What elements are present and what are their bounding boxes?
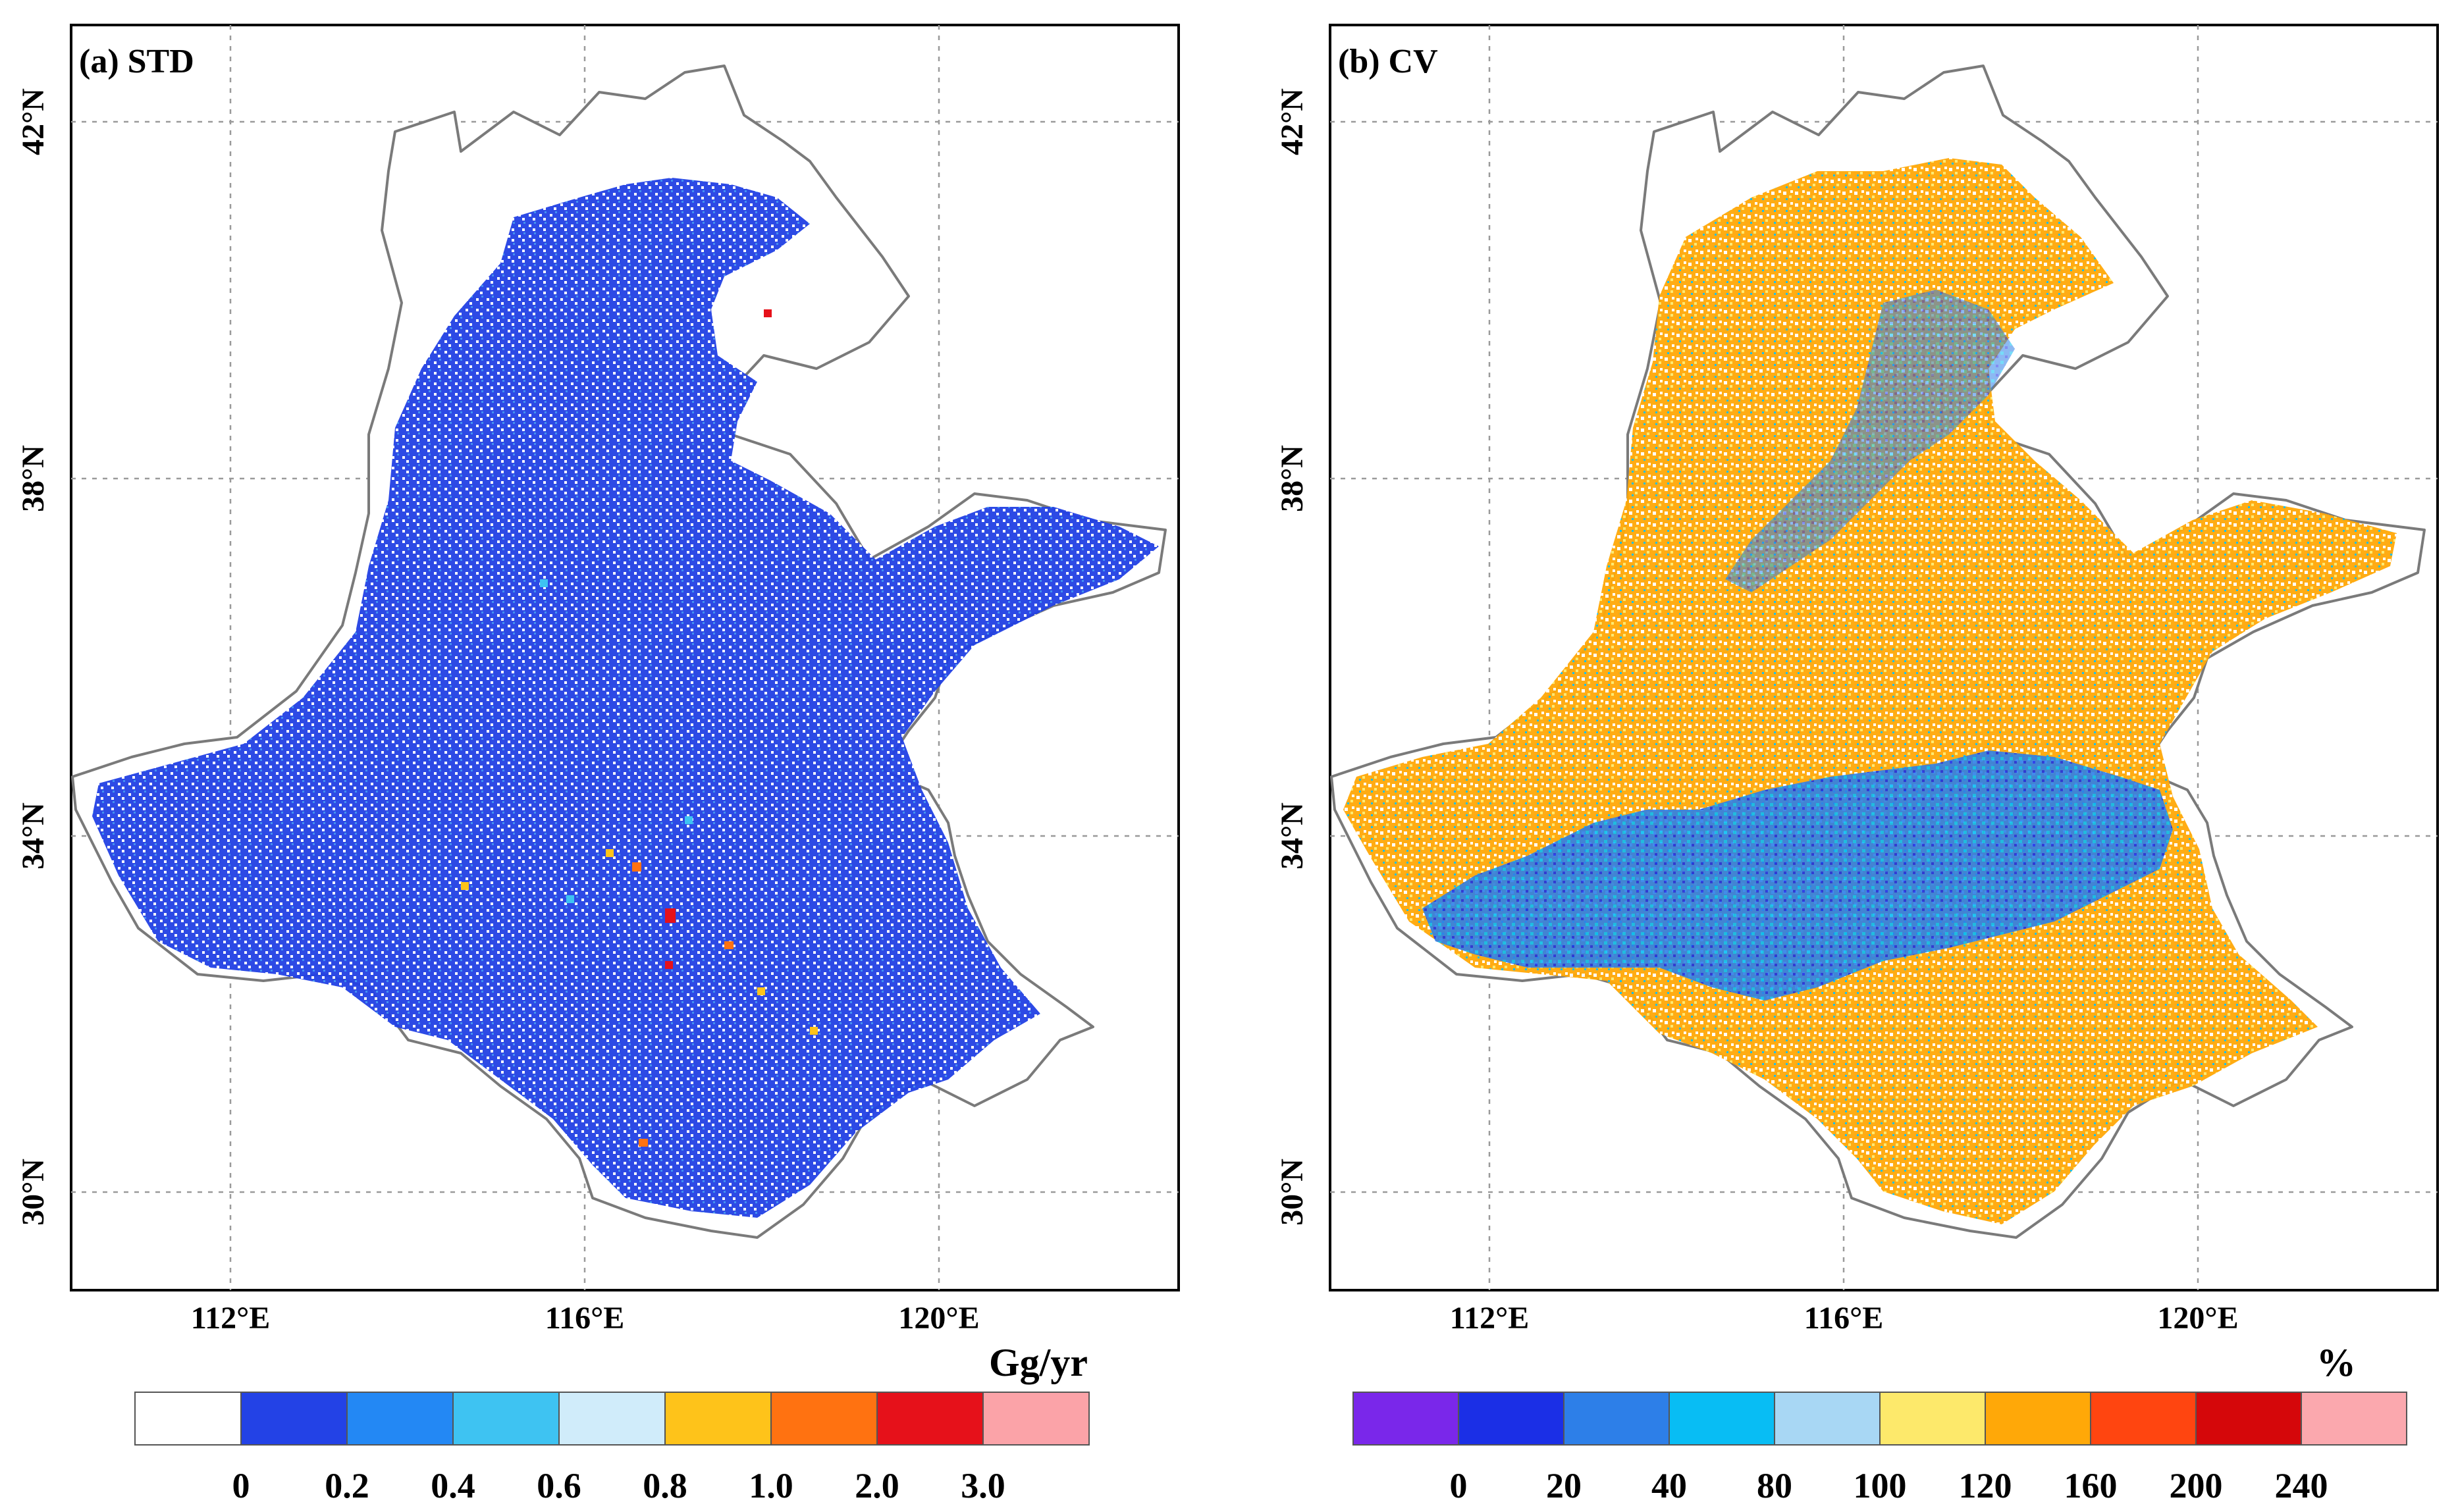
colorbar-label: 20 — [1546, 1466, 1582, 1505]
colorbar-segment — [134, 1392, 242, 1446]
x-tick-label: 116°E — [1804, 1301, 1884, 1336]
colorbar-segment — [452, 1392, 560, 1446]
colorbar-label: 40 — [1651, 1466, 1687, 1505]
y-tick-label: 30°N — [1275, 1159, 1310, 1226]
x-ticks: 112°E 116°E 120°E — [191, 1301, 980, 1336]
colorbar-segment — [876, 1392, 984, 1446]
y-ticks: 42°N 38°N 34°N 30°N — [16, 88, 51, 1226]
colorbar-segment — [240, 1392, 348, 1446]
colorbar-label: 240 — [2275, 1466, 2328, 1505]
y-tick-label: 30°N — [16, 1159, 51, 1226]
colorbar-label: 200 — [2170, 1466, 2223, 1505]
colorbar-segment — [2301, 1392, 2407, 1446]
colorbar-label: 0.8 — [643, 1466, 687, 1505]
colorbar: 0 20 40 80 100 120 160 200 240 — [1352, 1392, 2407, 1505]
y-tick-label: 42°N — [16, 88, 51, 155]
y-tick-label: 42°N — [1275, 88, 1310, 155]
colorbar-unit: % — [2316, 1341, 2356, 1384]
colorbar-segment — [2195, 1392, 2302, 1446]
x-tick-label: 120°E — [2157, 1301, 2238, 1336]
y-tick-label: 34°N — [16, 802, 51, 870]
panel-cv: (b) CV 42°N 38°N 34°N 30°N 112°E 116°E 1… — [1275, 24, 2439, 1505]
colorbar-label: 1.0 — [749, 1466, 793, 1505]
colorbar-segment — [1879, 1392, 1986, 1446]
x-tick-label: 116°E — [545, 1301, 625, 1336]
colorbar-label: 100 — [1854, 1466, 1907, 1505]
colorbar-segment — [1774, 1392, 1881, 1446]
emission-std-field — [92, 178, 1159, 1218]
colorbar-label: 0.2 — [325, 1466, 369, 1505]
x-tick-label: 112°E — [191, 1301, 271, 1336]
colorbar-segment — [1458, 1392, 1564, 1446]
colorbar-label: 120 — [1959, 1466, 2012, 1505]
colorbar: 0 0.2 0.4 0.6 0.8 1.0 2.0 3.0 — [134, 1392, 1090, 1505]
panel-title: (a) STD — [79, 43, 194, 80]
x-tick-label: 120°E — [898, 1301, 979, 1336]
colorbar-label: 0.4 — [431, 1466, 475, 1505]
colorbar-label: 160 — [2064, 1466, 2118, 1505]
y-tick-label: 38°N — [1275, 445, 1310, 512]
colorbar-segment — [346, 1392, 454, 1446]
low-cv-band — [1422, 750, 2173, 1001]
low-cv-north-band — [1725, 290, 2015, 592]
colorbar-label: 0 — [232, 1466, 250, 1505]
colorbar-label: 3.0 — [961, 1466, 1005, 1505]
colorbar-label: 2.0 — [855, 1466, 899, 1505]
y-tick-label: 38°N — [16, 445, 51, 512]
x-tick-label: 112°E — [1450, 1301, 1530, 1336]
colorbar-segment — [1985, 1392, 2091, 1446]
panel-std: (a) STD 42°N 38°N 34°N 30°N 112°E 116°E … — [16, 24, 1180, 1505]
panel-title: (b) CV — [1338, 43, 1438, 80]
colorbar-segment — [1563, 1392, 1670, 1446]
x-ticks: 112°E 116°E 120°E — [1450, 1301, 2239, 1336]
colorbar-segment — [1669, 1392, 1775, 1446]
colorbar-label: 0 — [1450, 1466, 1468, 1505]
y-tick-label: 34°N — [1275, 802, 1310, 870]
colorbar-segment — [2090, 1392, 2197, 1446]
colorbar-unit: Gg/yr — [989, 1341, 1088, 1384]
hotspot-markers — [461, 309, 818, 1147]
colorbar-label: 80 — [1757, 1466, 1792, 1505]
colorbar-segment — [664, 1392, 772, 1446]
colorbar-label: 0.6 — [537, 1466, 581, 1505]
colorbar-segment — [770, 1392, 878, 1446]
y-ticks: 42°N 38°N 34°N 30°N — [1275, 88, 1310, 1226]
colorbar-segment — [982, 1392, 1090, 1446]
colorbar-segment — [558, 1392, 666, 1446]
colorbar-segment — [1352, 1392, 1459, 1446]
